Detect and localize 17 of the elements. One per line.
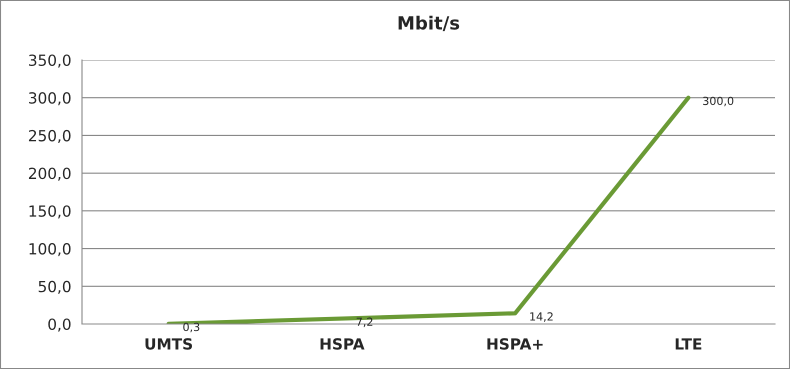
data-label: 14,2 (530, 312, 553, 322)
y-tick-label: 0,0 (48, 318, 71, 332)
y-tick-label: 200,0 (28, 168, 71, 181)
x-tick-label: UMTS (146, 338, 192, 350)
data-label: 0,3 (183, 322, 200, 332)
y-tick-label: 100,0 (30, 243, 71, 256)
y-tick-label: 150,0 (30, 205, 71, 218)
x-tick-label: HSPA (320, 338, 365, 350)
y-tick-label: 300,0 (29, 92, 71, 106)
y-tick-label: 50,0 (38, 280, 71, 294)
x-tick-label: LTE (676, 338, 702, 350)
data-label: 300,0 (703, 96, 734, 106)
data-label: 7,2 (356, 318, 372, 328)
x-tick-label: HSPA+ (487, 338, 543, 350)
chart-title: Mbit/s (398, 16, 460, 32)
y-tick-label: 350,0 (29, 54, 71, 68)
y-tick-label: 250,0 (28, 130, 71, 144)
